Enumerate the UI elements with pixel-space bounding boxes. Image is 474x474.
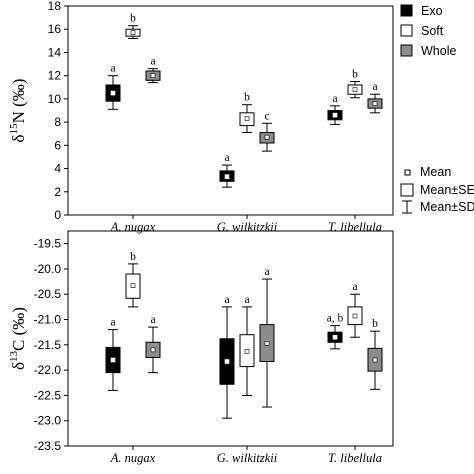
box-exo: a bbox=[219, 294, 235, 419]
legend-mean-label: Mean bbox=[420, 165, 451, 179]
significance-letter: a bbox=[224, 152, 229, 164]
legend-whole-label: Whole bbox=[421, 44, 456, 58]
legend-mean-sd-label: Mean±SD bbox=[420, 200, 474, 214]
box-whole: a bbox=[145, 314, 161, 374]
significance-letter: a, b bbox=[327, 313, 344, 325]
panel-d13c: -23.5 -23.0 -22.5 -22.0 -21.5 -21.0 -20.5 -20.0… bbox=[8, 230, 394, 465]
y-tick-label: -23.5 bbox=[34, 439, 62, 453]
mean-point bbox=[352, 87, 358, 92]
significance-letter: a bbox=[224, 294, 229, 306]
box-whole: a bbox=[145, 56, 161, 84]
legend-exo-swatch bbox=[400, 4, 413, 17]
y-tick-label: -21.5 bbox=[34, 338, 62, 352]
legend-soft-label: Soft bbox=[421, 24, 444, 38]
significance-letter: a bbox=[352, 281, 357, 293]
small-square-icon bbox=[404, 169, 411, 176]
mean-point bbox=[110, 357, 116, 363]
mean-point bbox=[150, 347, 156, 353]
y-axis-title: δ15N (‰) bbox=[8, 79, 28, 143]
significance-letter: b bbox=[352, 68, 358, 80]
mean-point bbox=[224, 359, 230, 364]
significance-letter: a bbox=[110, 63, 115, 75]
box-soft: a bbox=[347, 281, 363, 338]
significance-letter: a bbox=[244, 294, 249, 306]
y-tick-label: 6 bbox=[54, 138, 61, 152]
y-tick-label: 18 bbox=[48, 0, 62, 13]
box-soft: b bbox=[239, 92, 255, 134]
mean-point bbox=[352, 313, 358, 319]
legend-mean-se-label: Mean±SE bbox=[420, 183, 474, 197]
mean-point bbox=[332, 112, 338, 118]
significance-letter: a bbox=[332, 93, 337, 105]
mean-point bbox=[332, 334, 338, 340]
box-soft: b bbox=[347, 68, 363, 99]
mean-point bbox=[264, 134, 270, 140]
y-tick-label: 0 bbox=[54, 208, 61, 222]
x-category-label: T. libellula bbox=[328, 451, 382, 465]
significance-letter: b bbox=[244, 92, 250, 104]
y-tick-label: 14 bbox=[48, 45, 62, 59]
significance-letter: a bbox=[372, 81, 377, 93]
y-tick-label: -19.5 bbox=[34, 237, 62, 251]
y-tick-label: 12 bbox=[48, 69, 62, 83]
plot-frame-d13c bbox=[67, 230, 394, 447]
y-tick-label: -23.0 bbox=[34, 414, 62, 428]
x-category-label: T. libellula bbox=[328, 220, 382, 234]
legend-whole-swatch bbox=[400, 44, 413, 57]
box-soft: b bbox=[125, 251, 141, 308]
y-tick-label: 8 bbox=[54, 115, 61, 129]
box-exo: a bbox=[105, 63, 121, 110]
mean-point bbox=[110, 90, 116, 96]
y-tick-label: -20.5 bbox=[34, 287, 62, 301]
y-axis-title: δ13C (‰) bbox=[8, 307, 28, 370]
box-exo: a, b bbox=[327, 313, 344, 350]
box-whole: c bbox=[259, 110, 275, 152]
box-whole: a bbox=[367, 81, 383, 114]
x-category-label: G. wilkitzkii bbox=[217, 220, 278, 234]
y-tick-label: -20.0 bbox=[34, 262, 62, 276]
box-exo: a bbox=[105, 317, 121, 391]
significance-letter: b bbox=[130, 13, 136, 25]
mean-point bbox=[264, 341, 270, 346]
y-tick-label: -21.0 bbox=[34, 313, 62, 327]
legend: Exo Soft Whole Mean Mean±SE Mean±SD bbox=[400, 4, 474, 214]
box-whole: b bbox=[367, 318, 383, 390]
mean-point bbox=[130, 30, 136, 36]
y-tick-label: -22.0 bbox=[34, 363, 62, 377]
significance-letter: b bbox=[372, 318, 378, 330]
box-whole: a bbox=[259, 266, 275, 408]
significance-letter: a bbox=[150, 314, 155, 326]
significance-letter: b bbox=[130, 251, 136, 263]
y-tick-label: 4 bbox=[54, 162, 61, 176]
legend-soft-swatch bbox=[400, 24, 413, 37]
plot-frame-d15n bbox=[67, 5, 394, 216]
mean-point bbox=[130, 283, 136, 288]
x-category-label: G. wilkitzkii bbox=[217, 451, 278, 465]
mean-point bbox=[372, 357, 378, 363]
mean-point bbox=[150, 73, 156, 78]
mean-point bbox=[224, 174, 230, 179]
legend-exo-label: Exo bbox=[421, 4, 443, 18]
y-tick-label: 16 bbox=[48, 22, 62, 36]
box-icon bbox=[400, 183, 414, 197]
y-tick-label: -22.5 bbox=[34, 388, 62, 402]
mean-point bbox=[244, 116, 250, 121]
significance-letter: a bbox=[110, 317, 115, 329]
significance-letter: a bbox=[264, 266, 269, 278]
mean-point bbox=[372, 101, 378, 106]
box-soft: b bbox=[125, 13, 141, 40]
box-soft: a bbox=[239, 294, 255, 396]
x-category-label: A. nugax bbox=[110, 451, 156, 465]
box-exo: a bbox=[327, 93, 343, 125]
y-tick-label: 2 bbox=[54, 185, 61, 199]
whisker-icon bbox=[402, 200, 412, 214]
significance-letter: c bbox=[264, 110, 269, 122]
x-category-label: A. nugax bbox=[110, 220, 156, 234]
mean-point bbox=[244, 349, 250, 354]
box-exo: a bbox=[219, 152, 235, 188]
y-tick-label: 10 bbox=[48, 92, 62, 106]
significance-letter: a bbox=[150, 56, 155, 68]
panel-d15n: 0 2 4 6 8 10 12 14 16 18 A. nugax G. wilkitzkii T. l… bbox=[8, 0, 394, 234]
